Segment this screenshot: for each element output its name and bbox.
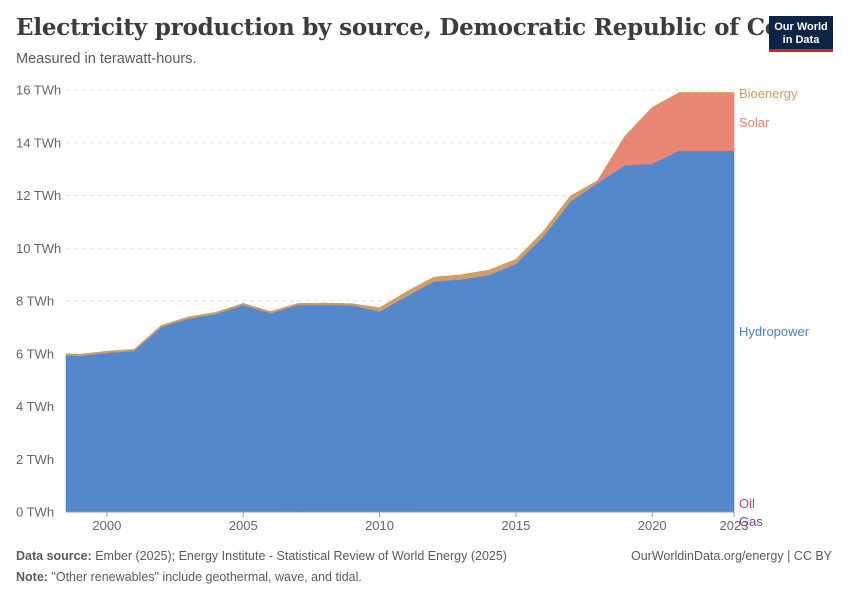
legend-label-solar: Solar xyxy=(739,115,770,130)
y-tick-label: 8 TWh xyxy=(16,294,54,309)
y-tick-label: 6 TWh xyxy=(16,346,54,361)
area-bioenergy xyxy=(65,92,735,357)
area-hydropower xyxy=(65,150,735,513)
legend-label-bioenergy: Bioenergy xyxy=(739,86,798,101)
legend-label-gas: Gas xyxy=(739,514,763,529)
owid-logo[interactable]: Our World in Data xyxy=(769,16,833,52)
y-tick-label: 10 TWh xyxy=(16,241,61,256)
data-source-label: Data source: xyxy=(16,549,92,563)
x-tick-label: 2015 xyxy=(501,518,530,533)
data-source-text: Ember (2025); Energy Institute - Statist… xyxy=(91,549,507,563)
x-tick-label: 2000 xyxy=(92,518,121,533)
x-tick-label: 2023 xyxy=(720,518,749,533)
note-line: Note: "Other renewables" include geother… xyxy=(16,570,362,584)
note-label: Note: xyxy=(16,570,48,584)
legend-label-oil: Oil xyxy=(739,496,755,511)
source-url-link[interactable]: OurWorldinData.org/energy | CC BY xyxy=(630,549,832,563)
x-tick-label: 2020 xyxy=(638,518,667,533)
note-text: "Other renewables" include geothermal, w… xyxy=(47,570,362,584)
y-tick-label: 2 TWh xyxy=(16,452,54,467)
y-tick-label: 4 TWh xyxy=(16,399,54,414)
chart-title: Electricity production by source, Democr… xyxy=(16,14,828,41)
chart-subtitle: Measured in terawatt-hours. xyxy=(16,51,197,67)
y-tick-label: 0 TWh xyxy=(16,505,54,520)
legend-label-hydropower: Hydropower xyxy=(739,324,810,339)
data-source-line: Data source: Ember (2025); Energy Instit… xyxy=(16,549,507,563)
logo-line-2: in Data xyxy=(782,33,820,46)
x-tick-label: 2010 xyxy=(365,518,394,533)
y-tick-label: 16 TWh xyxy=(16,83,61,98)
x-tick-label: 2005 xyxy=(229,518,258,533)
logo-line-1: Our World xyxy=(774,21,828,33)
y-tick-label: 14 TWh xyxy=(16,135,61,150)
area-chart: 0 TWh 2 TWh 4 TWh 6 TWh 8 TWh 10 TWh 12 TWh 14 … xyxy=(16,83,810,534)
y-tick-label: 12 TWh xyxy=(16,188,61,203)
